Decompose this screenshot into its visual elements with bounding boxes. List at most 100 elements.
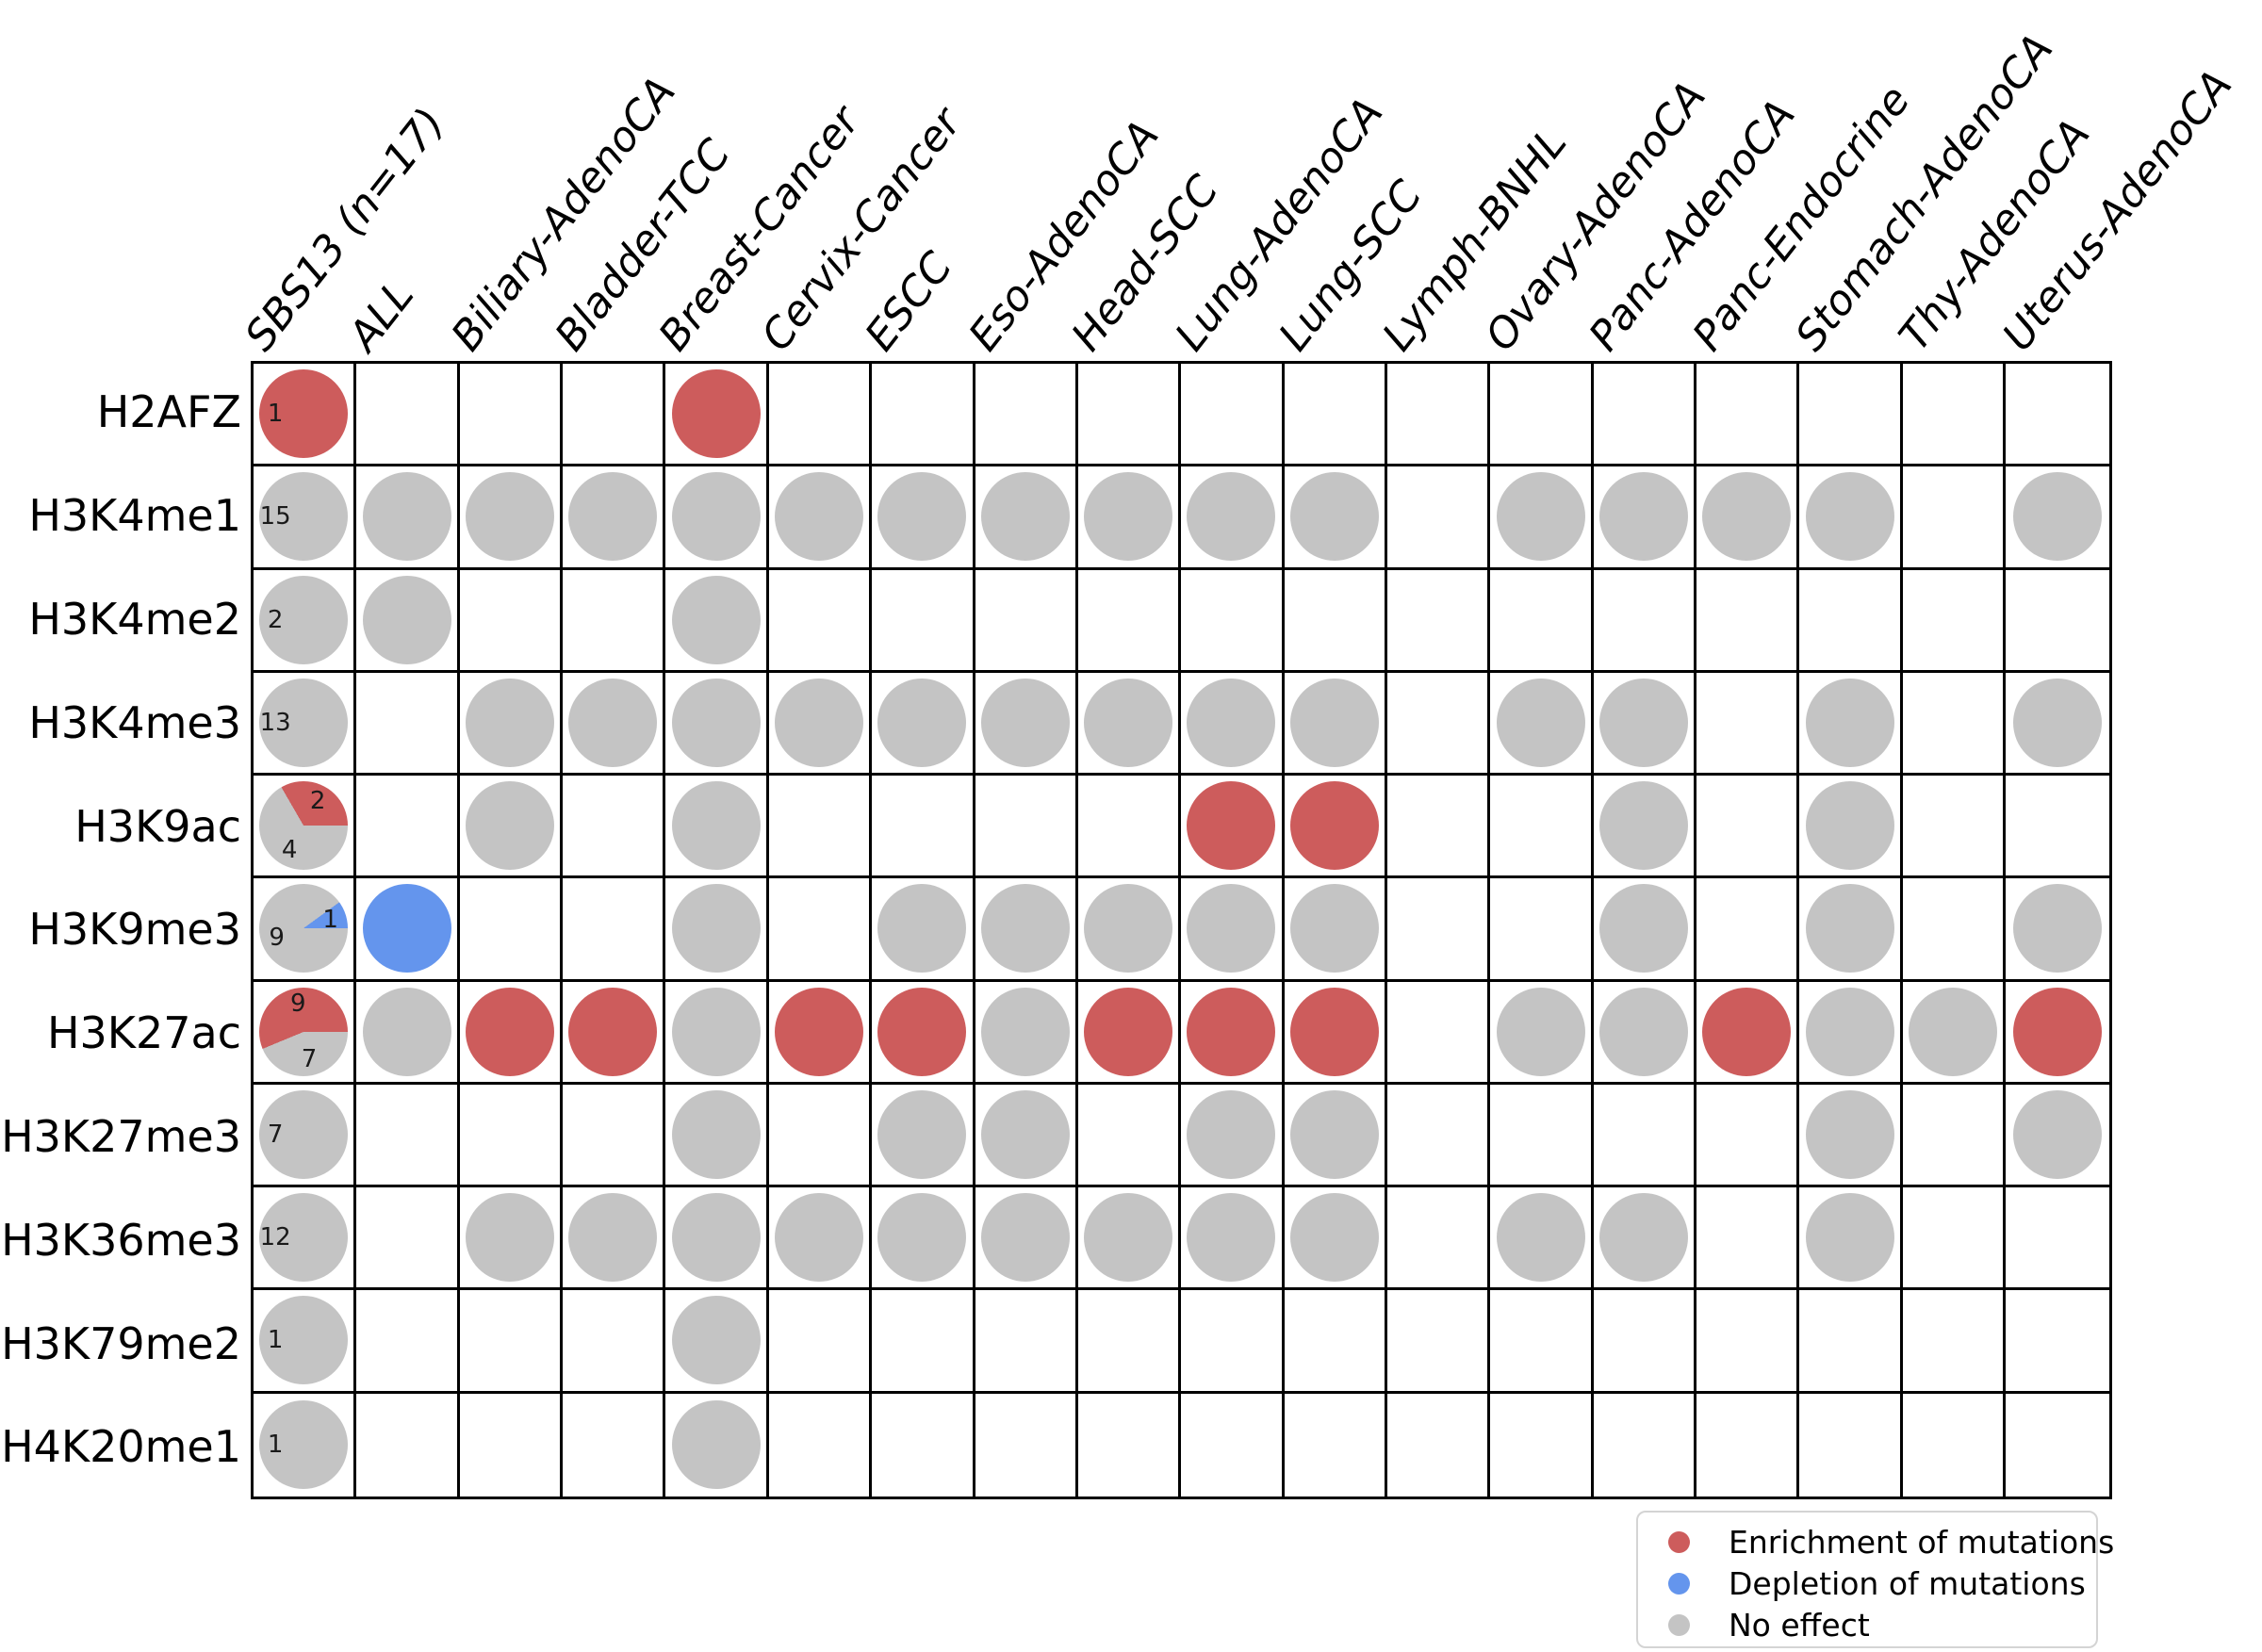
row-label: H2AFZ: [96, 386, 241, 438]
matrix-cell: [2006, 878, 2109, 982]
matrix-cell: [665, 672, 769, 777]
effect-circle-no_effect: [1187, 472, 1276, 562]
matrix-cell: [768, 1187, 873, 1291]
matrix-cell: [1077, 878, 1182, 982]
matrix-cell: [1593, 466, 1697, 570]
effect-circle-enrichment: [1187, 987, 1276, 1076]
effect-circle-no_effect: [671, 884, 761, 973]
matrix-cell: [563, 569, 666, 673]
row-label: H3K27ac: [46, 1007, 241, 1059]
matrix-cell: [1799, 1187, 1903, 1291]
pie-circle: 1: [259, 1400, 349, 1490]
matrix-cell: [1490, 878, 1594, 982]
matrix-cell: [1490, 1393, 1594, 1497]
effect-circle-no_effect: [1805, 472, 1894, 562]
effect-circle-no_effect: [980, 1089, 1070, 1179]
matrix-cell: 7: [254, 1084, 357, 1188]
effect-circle-no_effect: [775, 678, 863, 767]
legend-item-no-effect: No effect: [1638, 1603, 2096, 1646]
matrix-cell: [563, 672, 666, 777]
row-label: H3K9me3: [28, 904, 241, 956]
effect-circle-enrichment: [568, 987, 658, 1076]
matrix-cell: [665, 1187, 769, 1291]
effect-circle-no_effect: [671, 1400, 761, 1490]
matrix-cell: [1696, 1290, 1800, 1394]
matrix-cell: [1490, 672, 1594, 777]
matrix-cell: [872, 1187, 975, 1291]
matrix-cell: [665, 776, 769, 879]
matrix-cell: [975, 672, 1078, 777]
matrix-cell: [1284, 981, 1388, 1085]
matrix-cell: [356, 364, 460, 467]
effect-circle-no_effect: [465, 1193, 554, 1283]
matrix-cell: [1181, 1084, 1285, 1188]
matrix-cell: [1902, 1084, 2007, 1188]
matrix-cell: [356, 1393, 460, 1497]
effect-circle-no_effect: [568, 472, 658, 562]
matrix-grid: 1 15 2 13 2 4 1 9 9 7 7 12 1 1: [251, 361, 2112, 1499]
matrix-cell: [665, 1084, 769, 1188]
matrix-cell: [1387, 981, 1491, 1085]
effect-circle-enrichment: [1084, 987, 1173, 1076]
matrix-cell: [1181, 1187, 1285, 1291]
matrix-cell: [1490, 1084, 1594, 1188]
pie-count-label: 9: [269, 923, 285, 952]
matrix-cell: [768, 1084, 873, 1188]
matrix-cell: [1696, 1187, 1800, 1291]
matrix-cell: [1696, 1393, 1800, 1497]
effect-circle-no_effect: [980, 678, 1070, 767]
row-label: H3K4me3: [28, 696, 241, 748]
matrix-cell: [2006, 1084, 2109, 1188]
matrix-cell: [1387, 1290, 1491, 1394]
matrix-cell: [975, 878, 1078, 982]
matrix-cell: [665, 364, 769, 467]
matrix-cell: [872, 878, 975, 982]
effect-circle-no_effect: [671, 1089, 761, 1179]
matrix-cell: [1077, 569, 1182, 673]
matrix-cell: [1696, 1084, 1800, 1188]
matrix-cell: [768, 364, 873, 467]
column-header: ESCC: [856, 243, 962, 360]
matrix-cell: [1593, 1084, 1697, 1188]
matrix-cell: 13: [254, 672, 357, 777]
matrix-cell: [1902, 1187, 2007, 1291]
matrix-cell: [768, 776, 873, 879]
matrix-cell: [1490, 1187, 1594, 1291]
matrix-cell: [2006, 1393, 2109, 1497]
pie-count-label: 7: [267, 1120, 284, 1149]
matrix-cell: [1284, 1187, 1388, 1291]
effect-circle-no_effect: [775, 472, 863, 562]
matrix-cell: [459, 776, 564, 879]
effect-circle-no_effect: [1084, 1193, 1173, 1283]
effect-circle-no_effect: [465, 781, 554, 871]
matrix-cell: [1799, 672, 1903, 777]
matrix-cell: [356, 878, 460, 982]
effect-circle-no_effect: [1805, 987, 1894, 1076]
matrix-cell: [1284, 569, 1388, 673]
effect-circle-no_effect: [1598, 884, 1688, 973]
matrix-cell: [459, 1290, 564, 1394]
pie-count-label: 12: [259, 1223, 291, 1252]
pie-count-label: 15: [259, 502, 291, 532]
matrix-cell: [1696, 466, 1800, 570]
matrix-cell: [459, 1084, 564, 1188]
matrix-cell: [975, 1084, 1078, 1188]
matrix-cell: [1284, 1084, 1388, 1188]
effect-circle-no_effect: [1598, 781, 1688, 871]
matrix-cell: [459, 672, 564, 777]
matrix-cell: [665, 878, 769, 982]
pie-circle: 1: [259, 369, 349, 459]
column-header: SBS13 (n=17): [236, 99, 454, 360]
matrix-cell: [2006, 364, 2109, 467]
matrix-cell: [768, 878, 873, 982]
effect-circle-no_effect: [980, 884, 1070, 973]
matrix-cell: [872, 364, 975, 467]
matrix-cell: [975, 364, 1078, 467]
matrix-cell: 1: [254, 364, 357, 467]
row-label: H3K9ac: [74, 800, 241, 852]
matrix-cell: [2006, 569, 2109, 673]
matrix-cell: [1284, 672, 1388, 777]
effect-circle-enrichment: [1289, 781, 1379, 871]
